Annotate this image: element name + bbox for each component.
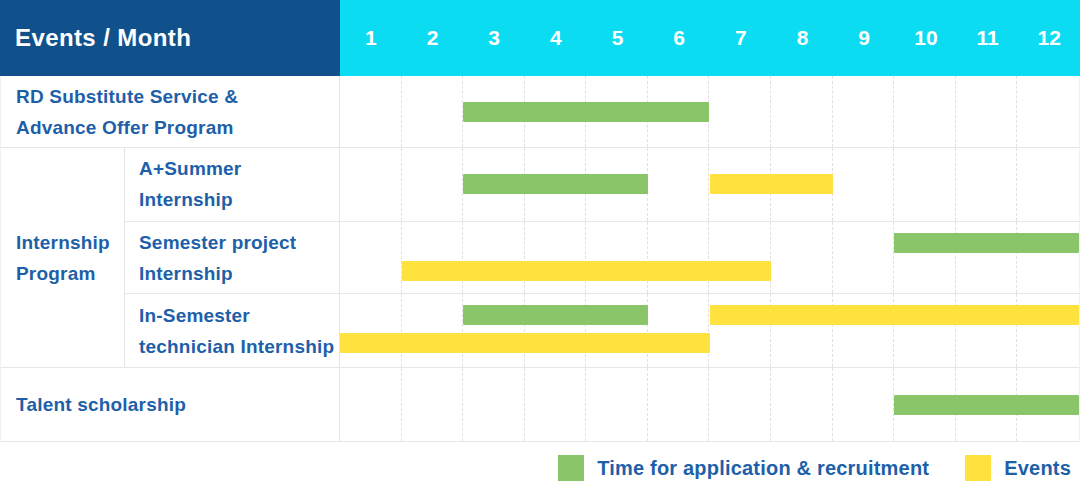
chart-cell-a-plus-summer-internship — [340, 148, 1079, 221]
group-label-line: Internship — [16, 227, 124, 258]
month-header-cell: 1 — [340, 0, 402, 76]
legend-swatch-events — [965, 455, 991, 481]
month-gridline — [833, 368, 895, 441]
month-gridline — [956, 148, 1018, 221]
event-row-rd-substitute-service: RD Substitute Service &Advance Offer Pro… — [1, 76, 1079, 148]
group-label-line: Program — [16, 258, 124, 289]
legend-label-events: Events — [1004, 457, 1071, 480]
month-gridline — [710, 222, 772, 294]
gantt-bar-application — [463, 174, 648, 194]
event-row-talent-scholarship: Talent scholarship — [1, 368, 1079, 442]
gantt-bar-events — [710, 305, 1080, 325]
group-subrows-internship-program: A+SummerInternshipSemester projectIntern… — [125, 148, 1079, 367]
month-gridline — [340, 222, 402, 294]
month-gridline — [771, 76, 833, 147]
month-header-cell: 10 — [895, 0, 957, 76]
month-header-cell: 2 — [402, 0, 464, 76]
table-header-row: Events / Month 123456789101112 — [0, 0, 1080, 76]
month-gridline — [1017, 76, 1079, 147]
gantt-bar-events — [710, 174, 833, 194]
gantt-bar-application — [463, 305, 648, 325]
month-gridline — [586, 222, 648, 294]
month-gridline — [833, 222, 895, 294]
month-gridline — [771, 368, 833, 441]
month-gridline — [1017, 148, 1079, 221]
legend-item-application: Time for application & recruitment — [558, 455, 929, 481]
month-gridline — [648, 148, 710, 221]
month-gridline — [525, 368, 587, 441]
month-gridline — [894, 148, 956, 221]
month-gridline — [402, 368, 464, 441]
month-header-cell: 4 — [525, 0, 587, 76]
row-label-line: In-Semester — [139, 300, 339, 331]
month-gridline — [833, 148, 895, 221]
row-label-line: Internship — [139, 258, 339, 289]
legend-item-events: Events — [965, 455, 1071, 481]
month-gridline — [402, 76, 464, 147]
month-gridline — [648, 294, 710, 367]
legend: Time for application & recruitment Events — [0, 442, 1080, 494]
row-label-line: Talent scholarship — [16, 389, 339, 420]
month-gridline — [340, 294, 402, 367]
month-gridline — [402, 148, 464, 221]
month-gridline — [833, 76, 895, 147]
row-label-in-semester-technician-internship: In-Semestertechnician Internship — [125, 294, 340, 367]
month-header-cell: 12 — [1018, 0, 1080, 76]
month-gridline — [402, 294, 464, 367]
row-label-line: Advance Offer Program — [16, 112, 339, 143]
group-label-internship-program: InternshipProgram — [1, 148, 125, 367]
month-gridline — [463, 222, 525, 294]
month-header-cell: 11 — [957, 0, 1019, 76]
table-body: RD Substitute Service &Advance Offer Pro… — [0, 76, 1080, 442]
chart-cell-in-semester-technician-internship — [340, 294, 1079, 367]
event-row-in-semester-technician-internship: In-Semestertechnician Internship — [125, 294, 1079, 367]
events-month-header-cell: Events / Month — [0, 0, 340, 76]
month-header-cell: 5 — [587, 0, 649, 76]
month-gridline — [402, 222, 464, 294]
month-gridline — [340, 76, 402, 147]
month-gridline — [586, 368, 648, 441]
month-header-cell: 8 — [772, 0, 834, 76]
chart-cell-talent-scholarship — [340, 368, 1079, 441]
row-label-line: RD Substitute Service & — [16, 81, 339, 112]
row-label-line: Internship — [139, 184, 339, 215]
row-label-line: technician Internship — [139, 331, 339, 362]
gantt-bar-application — [463, 102, 709, 122]
gantt-bar-application — [894, 233, 1079, 253]
event-row-semester-project-internship: Semester projectInternship — [125, 222, 1079, 295]
month-gridline — [648, 222, 710, 294]
month-gridline — [463, 368, 525, 441]
chart-cell-rd-substitute-service — [340, 76, 1079, 147]
row-label-line: Semester project — [139, 227, 339, 258]
month-header-cell: 9 — [833, 0, 895, 76]
month-gridline — [956, 76, 1018, 147]
recruitment-schedule-chart: Events / Month 123456789101112 RD Substi… — [0, 0, 1080, 494]
month-gridline — [648, 368, 710, 441]
chart-cell-semester-project-internship — [340, 222, 1079, 294]
row-label-semester-project-internship: Semester projectInternship — [125, 222, 340, 294]
legend-label-application: Time for application & recruitment — [597, 457, 929, 480]
month-gridline — [710, 76, 772, 147]
gantt-bar-application — [894, 395, 1079, 415]
month-header-cell: 6 — [648, 0, 710, 76]
month-header-cell: 7 — [710, 0, 772, 76]
month-gridline — [340, 148, 402, 221]
month-header-cell: 3 — [463, 0, 525, 76]
month-gridline — [710, 368, 772, 441]
event-group-row-internship-program: InternshipProgramA+SummerInternshipSemes… — [1, 148, 1079, 368]
legend-swatch-application — [558, 455, 584, 481]
row-label-rd-substitute-service: RD Substitute Service &Advance Offer Pro… — [1, 76, 340, 147]
month-gridline — [771, 222, 833, 294]
month-gridline — [894, 76, 956, 147]
month-header-row: 123456789101112 — [340, 0, 1080, 76]
gantt-bar-events — [402, 261, 772, 281]
gantt-bar-events — [340, 333, 710, 353]
row-label-talent-scholarship: Talent scholarship — [1, 368, 340, 441]
event-row-a-plus-summer-internship: A+SummerInternship — [125, 148, 1079, 222]
row-label-line: A+Summer — [139, 153, 339, 184]
month-gridline — [340, 368, 402, 441]
month-gridline — [525, 222, 587, 294]
row-label-a-plus-summer-internship: A+SummerInternship — [125, 148, 340, 221]
